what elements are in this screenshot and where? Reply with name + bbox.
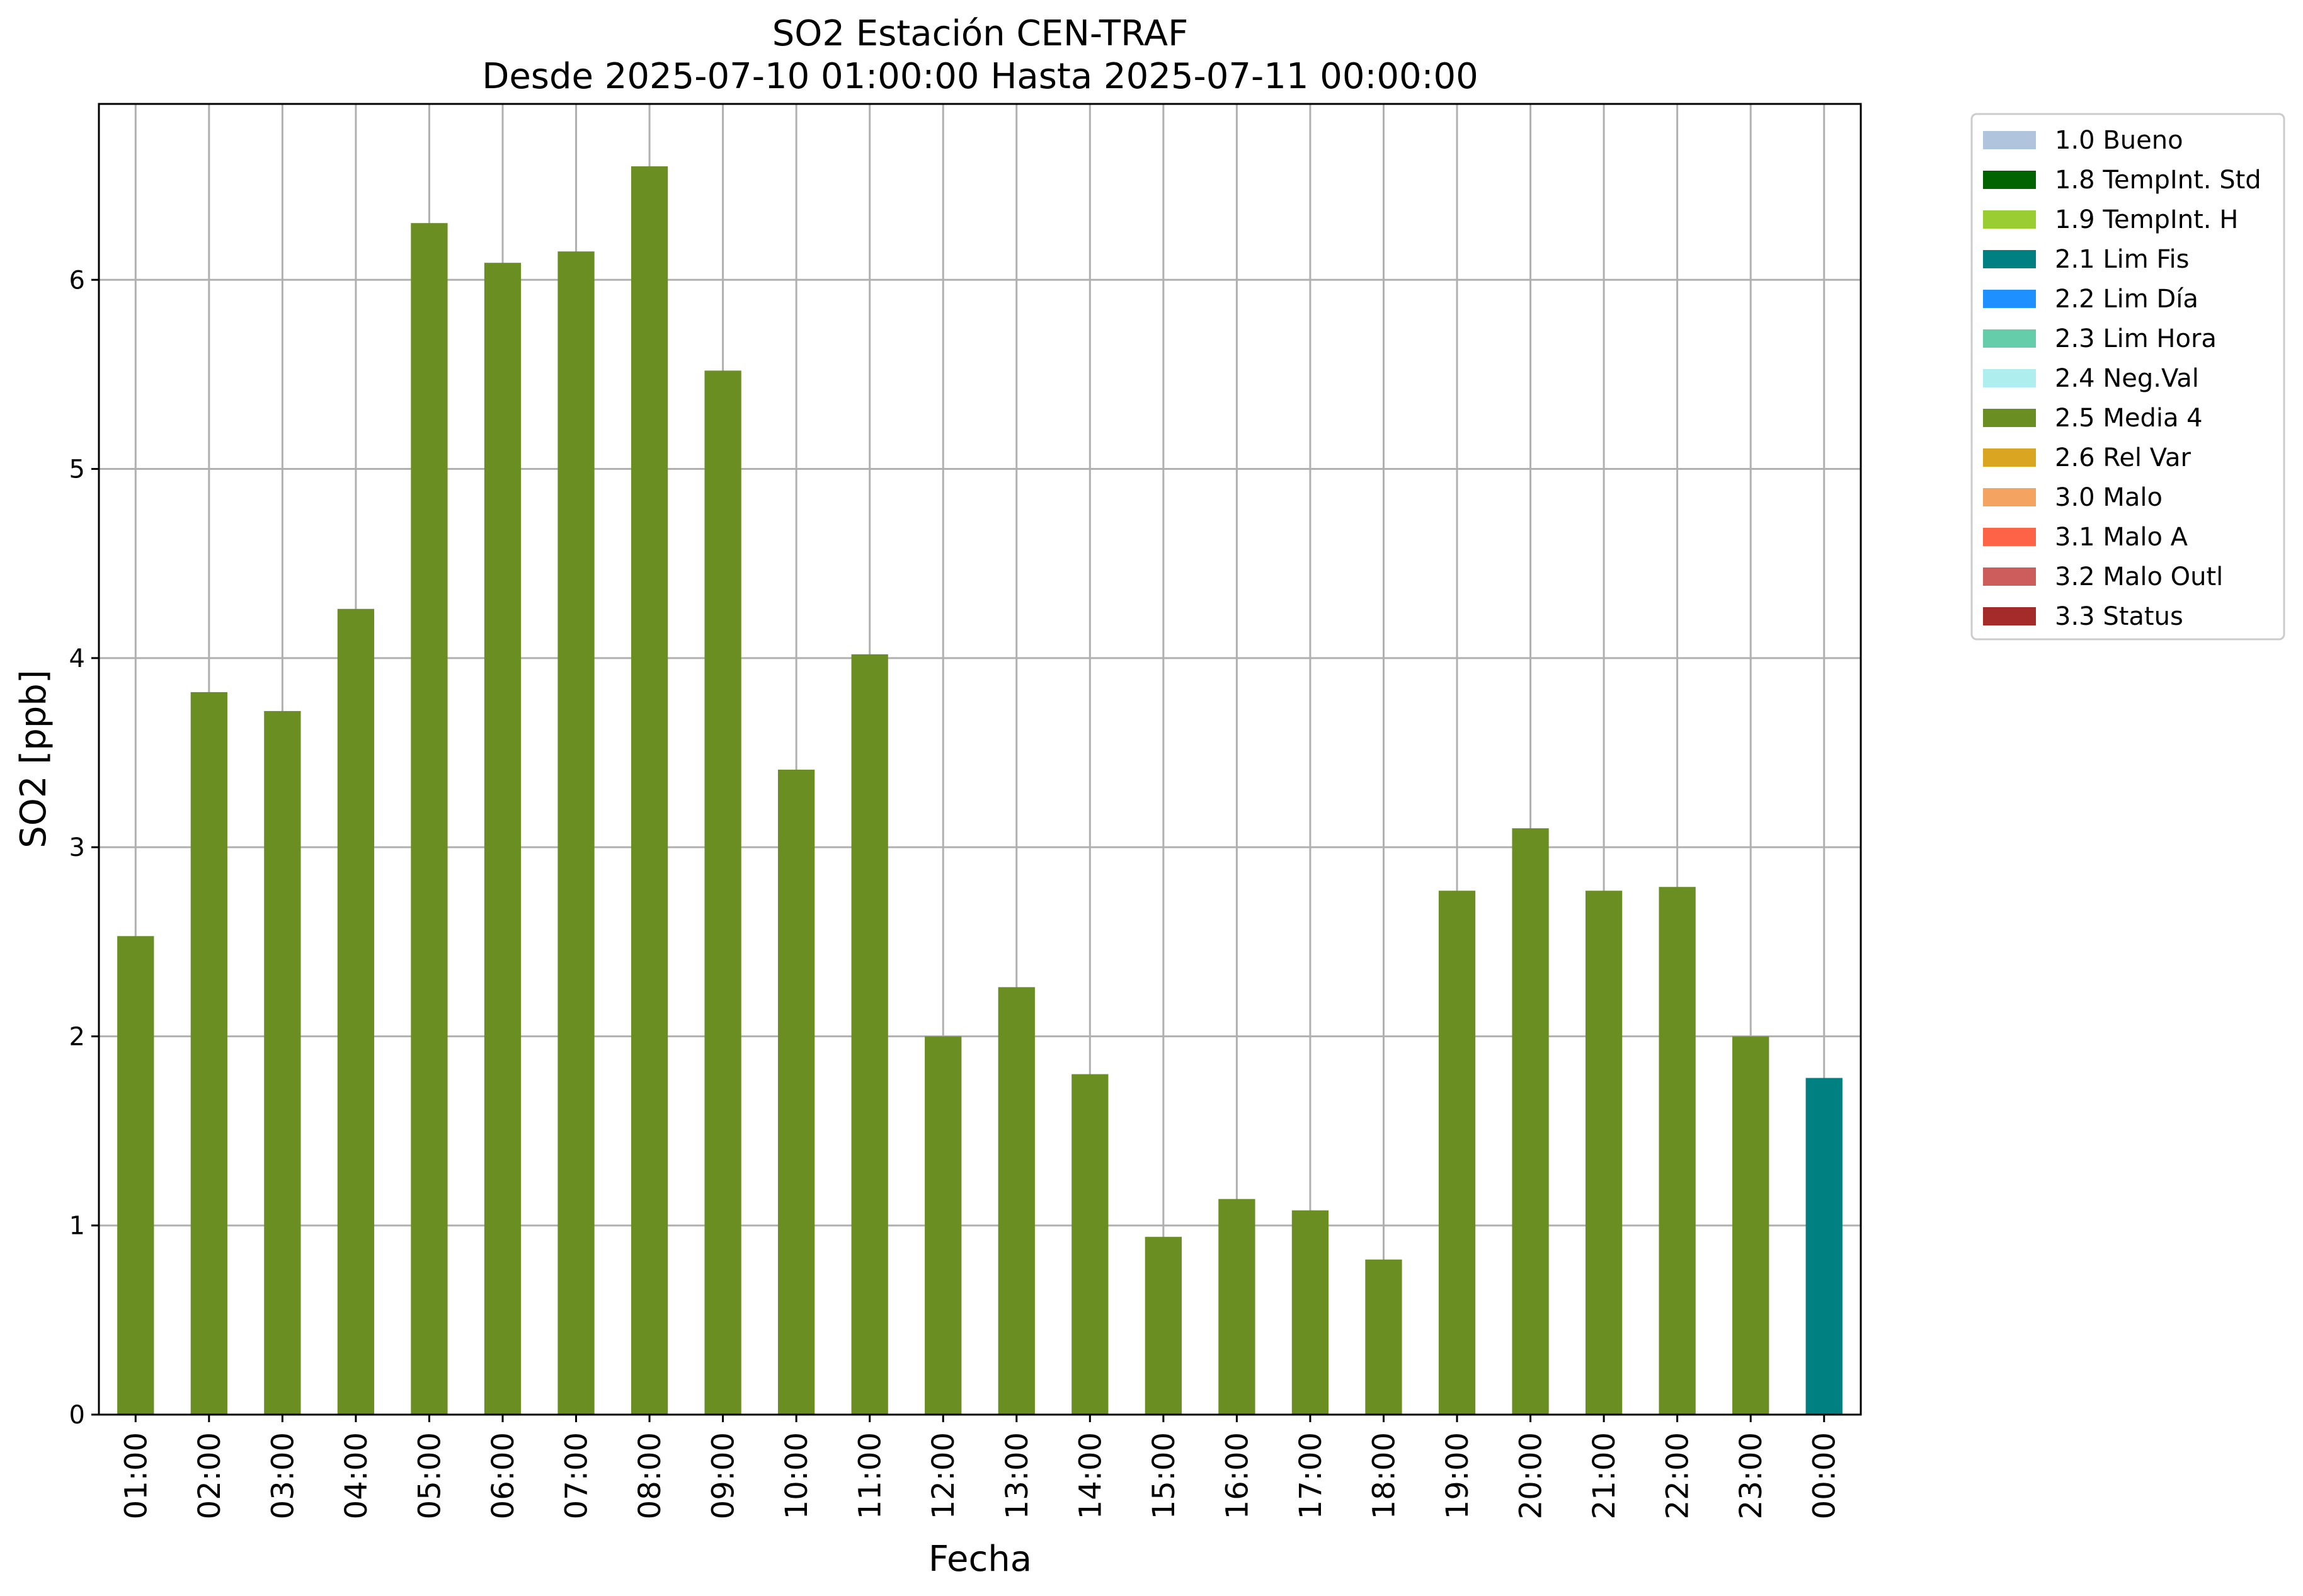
legend-label: 2.5 Media 4 [2055, 404, 2203, 433]
bar-1300 [998, 987, 1035, 1415]
bar-1200 [925, 1036, 962, 1415]
x-tick-label: 15:00 [1146, 1432, 1182, 1519]
x-tick-label: 01:00 [118, 1432, 154, 1519]
x-tick-label: 08:00 [632, 1432, 668, 1519]
legend-label: 2.1 Lim Fis [2055, 245, 2189, 274]
bar-0700 [557, 251, 595, 1415]
y-tick-label: 1 [69, 1212, 85, 1241]
legend-label: 2.6 Rel Var [2055, 443, 2192, 472]
x-tick-label: 06:00 [486, 1432, 521, 1519]
legend-swatch [1983, 210, 2036, 229]
x-tick-label: 04:00 [339, 1432, 374, 1519]
legend-swatch [1983, 448, 2036, 467]
legend-label: 3.1 Malo A [2055, 523, 2188, 552]
legend-swatch [1983, 250, 2036, 268]
legend-label: 2.2 Lim Día [2055, 285, 2198, 314]
y-tick-label: 2 [69, 1022, 85, 1051]
bar-0400 [337, 608, 375, 1415]
legend-swatch [1983, 329, 2036, 348]
bar-0600 [484, 263, 522, 1415]
bar-0200 [190, 692, 227, 1415]
legend-swatch [1983, 369, 2036, 387]
bar-0500 [411, 223, 448, 1415]
x-tick-label: 17:00 [1293, 1432, 1329, 1519]
x-tick-label: 09:00 [706, 1432, 741, 1519]
y-tick-label: 6 [69, 266, 85, 295]
x-axis: 01:00 02:00 03:00 04:00 05:00 06:00 07:00 08:00… [118, 1415, 1843, 1519]
bars [117, 166, 1843, 1415]
legend-frame [1970, 113, 2285, 641]
x-tick-label: 23:00 [1734, 1432, 1769, 1519]
legend-label: 3.3 Status [2055, 602, 2183, 631]
legend-label: 1.8 TempInt. Std [2055, 166, 2261, 195]
legend-label: 1.0 Bueno [2055, 126, 2183, 155]
bar-1400 [1071, 1074, 1109, 1415]
x-tick-label: 10:00 [779, 1432, 814, 1519]
bar-1800 [1365, 1259, 1402, 1415]
bar-0300 [264, 710, 301, 1415]
chart-title: SO2 Estación CEN-TRAF [772, 13, 1189, 54]
legend-swatch [1983, 567, 2036, 586]
x-tick-label: 05:00 [412, 1432, 447, 1519]
bar-1500 [1145, 1236, 1182, 1415]
bar-0900 [704, 370, 741, 1415]
x-tick-label: 16:00 [1220, 1432, 1255, 1519]
legend-swatch [1983, 409, 2036, 427]
bar-0800 [631, 166, 668, 1415]
legend-label: 2.4 Neg.Val [2055, 364, 2199, 393]
x-axis-label: Fecha [929, 1539, 1032, 1580]
y-tick-label: 5 [69, 455, 85, 484]
x-tick-label: 00:00 [1807, 1432, 1843, 1519]
x-tick-label: 20:00 [1514, 1432, 1549, 1519]
bar-1900 [1438, 891, 1476, 1415]
y-tick-label: 3 [69, 833, 85, 862]
y-axis-label: SO2 [ppb] [13, 670, 54, 848]
x-tick-label: 07:00 [559, 1432, 595, 1519]
legend: 1.0 Bueno 1.8 TempInt. Std 1.9 TempInt. H 2… [1970, 113, 2285, 641]
x-tick-label: 22:00 [1660, 1432, 1696, 1519]
x-tick-label: 19:00 [1440, 1432, 1475, 1519]
bar-1100 [851, 654, 888, 1415]
y-tick-label: 4 [69, 644, 85, 673]
legend-label: 3.2 Malo Outl [2055, 562, 2223, 591]
legend-items: 1.0 Bueno 1.8 TempInt. Std 1.9 TempInt. H 2… [1983, 126, 2261, 631]
x-tick-label: 18:00 [1366, 1432, 1402, 1519]
y-tick-label: 0 [69, 1401, 85, 1430]
chart-subtitle: Desde 2025-07-10 01:00:00 Hasta 2025-07-… [482, 56, 1478, 97]
y-axis: 0 1 2 3 4 5 6 [69, 266, 99, 1430]
x-tick-label: 11:00 [853, 1432, 888, 1519]
x-tick-label: 03:00 [265, 1432, 300, 1519]
legend-label: 1.9 TempInt. H [2055, 205, 2238, 234]
x-tick-label: 12:00 [926, 1432, 961, 1519]
legend-label: 2.3 Lim Hora [2055, 324, 2217, 353]
legend-swatch [1983, 290, 2036, 308]
legend-swatch [1983, 171, 2036, 189]
legend-swatch [1983, 607, 2036, 625]
legend-swatch [1983, 528, 2036, 546]
bar-0100 [117, 936, 154, 1415]
plot-area-frame [98, 103, 1862, 1416]
bar-2100 [1585, 891, 1623, 1415]
bar-0000 [1805, 1078, 1843, 1415]
bar-2300 [1732, 1036, 1769, 1415]
bar-1700 [1291, 1210, 1329, 1415]
x-tick-label: 13:00 [1000, 1432, 1035, 1519]
legend-swatch [1983, 488, 2036, 506]
x-tick-label: 14:00 [1073, 1432, 1108, 1519]
bar-2000 [1512, 828, 1549, 1415]
x-tick-label: 21:00 [1587, 1432, 1622, 1519]
legend-label: 3.0 Malo [2055, 483, 2163, 512]
legend-swatch [1983, 131, 2036, 149]
bar-1000 [778, 770, 815, 1415]
bar-1600 [1218, 1199, 1255, 1415]
bar-2200 [1659, 887, 1696, 1415]
x-tick-label: 02:00 [192, 1432, 227, 1519]
